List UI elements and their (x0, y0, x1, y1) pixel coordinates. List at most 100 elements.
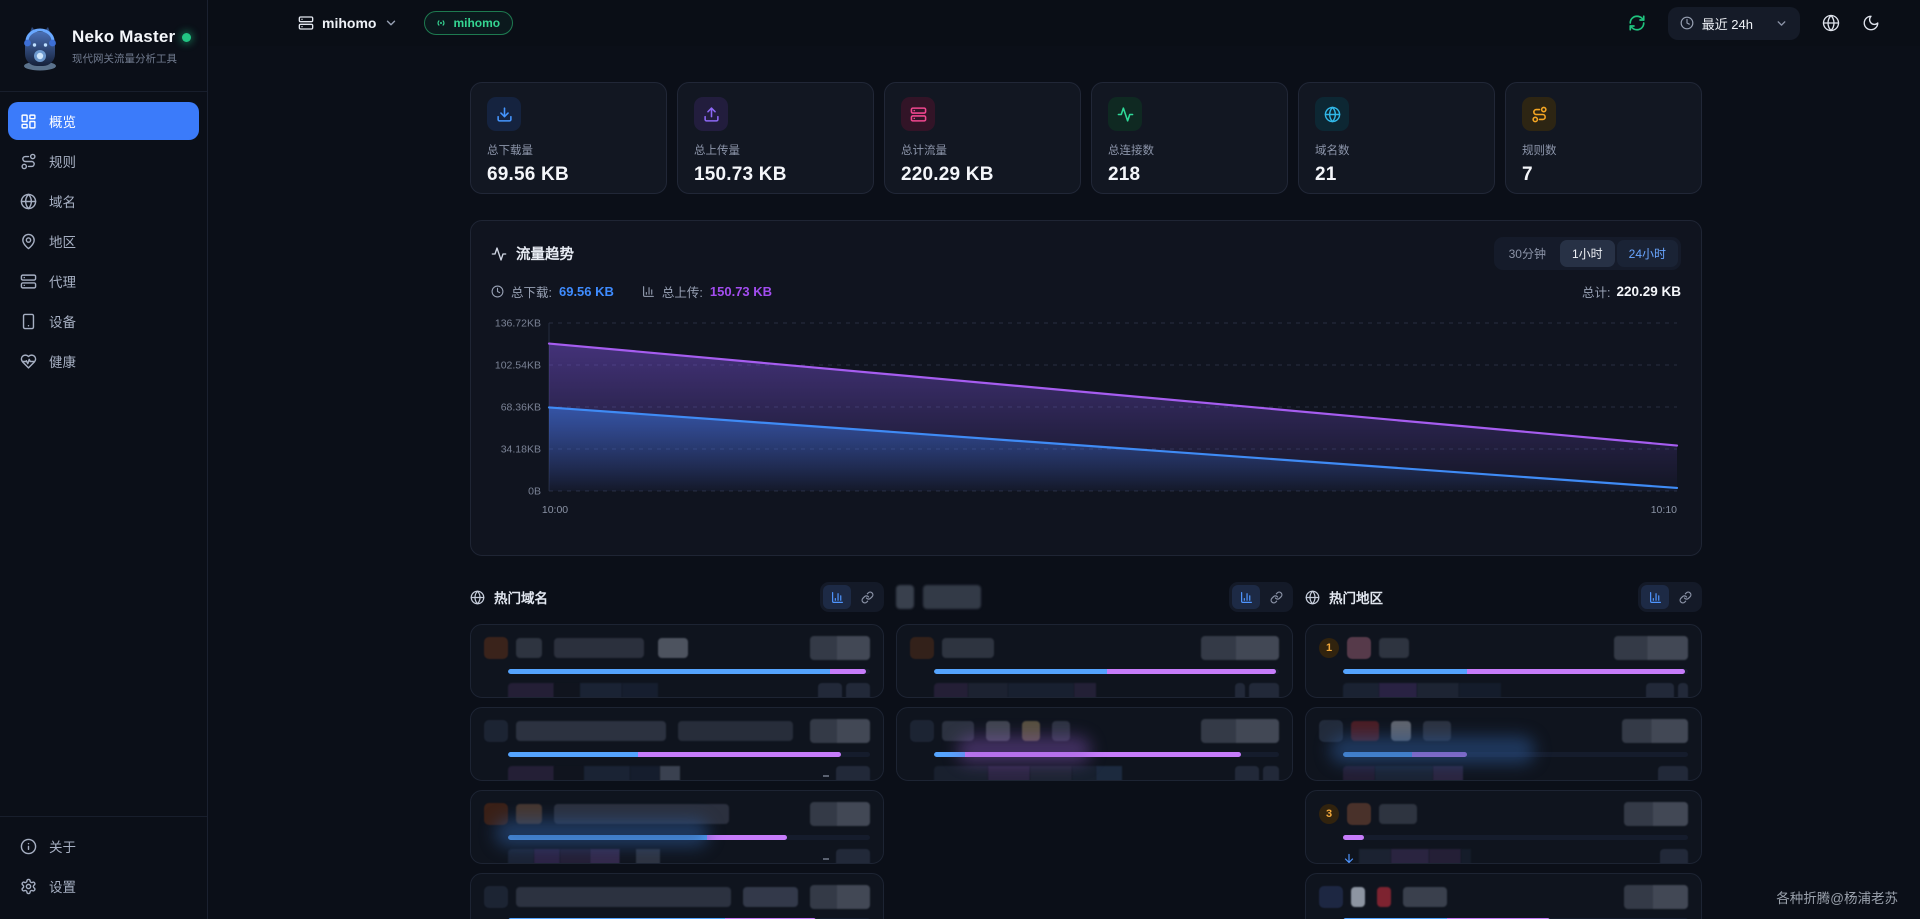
link-view-button[interactable] (853, 585, 881, 609)
server-icon (298, 16, 314, 30)
dash-mark (823, 775, 829, 777)
list-item[interactable]: 3 (1305, 790, 1702, 864)
list-item[interactable] (470, 790, 884, 864)
chart-view-button[interactable] (1641, 585, 1669, 609)
sidebar-item-label: 健康 (49, 355, 76, 370)
link-icon (1270, 591, 1282, 603)
stat-card-domains: 域名数 21 (1298, 82, 1495, 194)
sidebar-item-label: 地区 (49, 235, 76, 250)
stat-card-download: 总下载量 69.56 KB (470, 82, 667, 194)
redacted-chip (1433, 766, 1463, 780)
app-title: Neko Master (72, 27, 192, 47)
redacted-chip (508, 849, 534, 863)
list-item[interactable] (470, 873, 884, 919)
globe-icon (1305, 590, 1320, 604)
traffic-bar-upload-segment (638, 752, 842, 757)
traffic-bar-download-segment (508, 669, 831, 674)
redacted-text-block (1351, 721, 1379, 741)
item-row (910, 636, 1279, 660)
traffic-bar-download-segment (508, 752, 639, 757)
bar-chart-icon (1649, 591, 1661, 603)
item-row-right (823, 766, 870, 780)
backend-status-badge[interactable]: mihomo (424, 11, 514, 35)
traffic-bar-upload-segment (1106, 669, 1276, 674)
redacted-icon (896, 585, 914, 609)
redacted-chip (580, 683, 622, 697)
redacted-value (1614, 636, 1688, 660)
clock-icon (491, 285, 504, 298)
theme-toggle-button[interactable] (1862, 14, 1880, 32)
item-row (484, 885, 870, 909)
sidebar-item-rules[interactable]: 规则 (8, 142, 199, 180)
stat-label: 域名数 (1315, 145, 1350, 157)
list-item[interactable] (1305, 873, 1702, 919)
item-row-right (1235, 766, 1279, 780)
section-hot-domains: 热门域名 (470, 582, 884, 919)
link-view-button[interactable] (1262, 585, 1290, 609)
time-range-select[interactable]: 最近 24h (1667, 6, 1800, 40)
tab-1hour[interactable]: 1小时 (1559, 240, 1615, 267)
upload-icon (694, 97, 728, 131)
redacted-chip (620, 849, 636, 863)
chevron-down-icon (387, 20, 396, 26)
sidebar-item-health[interactable]: 健康 (8, 342, 199, 380)
svg-text:0B: 0B (528, 486, 541, 498)
redacted-text-block (1379, 638, 1409, 658)
item-row (508, 766, 870, 780)
item-row (1319, 885, 1688, 909)
list-item[interactable] (896, 624, 1293, 698)
list-item[interactable] (470, 624, 884, 698)
app-logo-cat-avatar (24, 26, 56, 70)
refresh-button[interactable] (1628, 14, 1646, 32)
online-status-dot (182, 32, 192, 42)
trend-total-stat: 总计: 220.29 KB (1581, 284, 1681, 300)
item-row (910, 719, 1279, 743)
item-row (934, 766, 1279, 780)
redacted-chip (630, 766, 660, 780)
download-icon (487, 97, 521, 131)
section-title: 热门域名 (494, 591, 548, 606)
favicon-redacted (484, 720, 508, 742)
tab-30min[interactable]: 30分钟 (1497, 240, 1558, 267)
svg-text:10:10: 10:10 (1651, 504, 1677, 516)
traffic-bar-upload-segment (1412, 752, 1468, 757)
favicon-redacted (1319, 886, 1343, 908)
redacted-chip (934, 683, 968, 697)
redacted-chip (836, 766, 870, 780)
item-row-right (818, 683, 870, 697)
sidebar-item-about[interactable]: 关于 (8, 827, 199, 865)
dash-mark (823, 858, 829, 860)
language-button[interactable] (1822, 14, 1840, 32)
list-item[interactable] (470, 707, 884, 781)
item-row (508, 683, 870, 697)
redacted-value (1624, 802, 1688, 826)
backend-selector[interactable]: mihomo (298, 15, 398, 31)
sidebar-item-overview[interactable]: 概览 (8, 102, 199, 140)
traffic-bar (934, 669, 1279, 674)
list-item[interactable] (896, 707, 1293, 781)
sidebar-item-devices[interactable]: 设备 (8, 302, 199, 340)
traffic-bar (1343, 835, 1688, 840)
tab-24hour[interactable]: 24小时 (1616, 240, 1678, 267)
sidebar-item-regions[interactable]: 地区 (8, 222, 199, 260)
link-view-button[interactable] (1671, 585, 1699, 609)
redacted-chip (1375, 766, 1433, 780)
chart-view-button[interactable] (823, 585, 851, 609)
rank-badge: 3 (1319, 804, 1339, 824)
redacted-chip (1646, 683, 1674, 697)
globe-icon (1315, 97, 1349, 131)
redacted-text-block (1351, 887, 1365, 907)
chart-view-button[interactable] (1232, 585, 1260, 609)
traffic-trend-chart[interactable]: 0B 34.18KB 68.36KB 102.54KB 136.72KB 10:00 10:… (491, 313, 1681, 519)
redacted-chip (846, 683, 870, 697)
list-item[interactable]: 1 (1305, 624, 1702, 698)
sidebar-item-settings[interactable]: 设置 (8, 867, 199, 905)
redacted-text-block (1379, 804, 1417, 824)
favicon-redacted (910, 720, 934, 742)
redacted-value (1201, 719, 1279, 743)
redacted-text-block (516, 721, 666, 741)
sidebar-item-domains[interactable]: 域名 (8, 182, 199, 220)
sidebar-item-proxies[interactable]: 代理 (8, 262, 199, 300)
sidebar-item-label: 设置 (49, 880, 76, 895)
list-item[interactable] (1305, 707, 1702, 781)
